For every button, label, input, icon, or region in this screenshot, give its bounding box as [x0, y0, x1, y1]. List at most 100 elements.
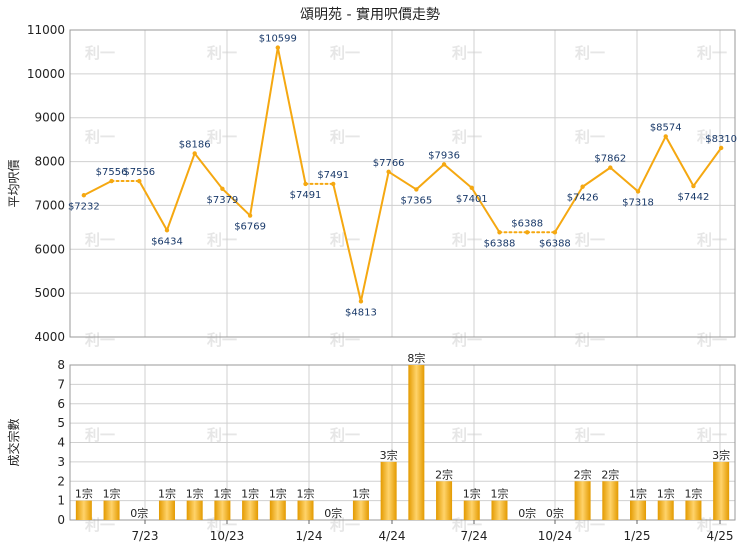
count-data-label: 0宗: [546, 506, 564, 520]
x-tick-label: 10/23: [210, 529, 245, 543]
count-bar: [408, 365, 425, 520]
price-data-label: $7426: [567, 193, 599, 204]
price-point: [691, 183, 696, 189]
watermark-text: 利一: [207, 231, 237, 249]
price-data-label: $7442: [678, 192, 710, 203]
count-data-label: 2宗: [601, 467, 619, 481]
price-data-label: $8310: [705, 134, 737, 145]
price-point: [663, 134, 668, 139]
count-bar: [602, 481, 619, 520]
count-data-label: 1宗: [490, 487, 508, 501]
price-ytick-label: 8000: [34, 155, 65, 169]
price-data-label: $7491: [317, 170, 349, 181]
price-point: [414, 187, 419, 192]
count-ytick-label: 3: [57, 455, 65, 469]
price-data-label: $7862: [594, 154, 626, 165]
price-data-label: $7491: [290, 190, 322, 201]
count-bar: [242, 500, 259, 520]
price-point: [303, 181, 308, 187]
count-data-label: 1宗: [684, 487, 702, 501]
count-bar: [75, 500, 92, 520]
price-ytick-label: 4000: [34, 330, 65, 344]
count-data-label: 1宗: [629, 487, 647, 501]
price-data-label: $6388: [511, 218, 543, 229]
price-point: [358, 299, 364, 304]
transactions-chart: 0 1 2 3 4 5 6 7 8 成交宗數 1宗 1宗 0宗 1宗 1宗 1宗 1宗 1宗 1宗 0宗 1宗 3宗 8宗 2…: [6, 351, 736, 543]
x-tick-label: 10/24: [538, 529, 573, 543]
watermark-text: 利一: [85, 128, 115, 146]
count-ytick-label: 0: [57, 513, 65, 527]
count-bar: [186, 500, 203, 520]
price-data-label: $7766: [373, 158, 405, 169]
count-ylabel: 成交宗數: [6, 418, 21, 466]
price-ylabel: 平均呎價: [7, 159, 21, 207]
price-line-segment: [221, 187, 252, 217]
watermark-text: 利一: [330, 426, 360, 444]
price-point: [164, 228, 170, 233]
price-point: [192, 151, 197, 156]
watermark-text: 利一: [697, 44, 727, 62]
count-bar: [214, 500, 231, 520]
price-point: [220, 186, 225, 192]
watermark-text: 利一: [697, 231, 727, 249]
watermark-text: 利一: [207, 44, 237, 62]
price-data-label: $7556: [96, 167, 128, 178]
watermark-text: 利一: [697, 331, 727, 349]
price-point: [635, 189, 641, 194]
count-ytick-label: 4: [57, 436, 65, 450]
price-line-segment: [553, 185, 584, 234]
price-point: [81, 193, 87, 198]
count-bar: [491, 500, 508, 520]
price-data-label: $6388: [539, 238, 571, 249]
price-data-label: $7401: [456, 194, 488, 205]
watermark-text: 利一: [575, 231, 605, 249]
price-data-label: $7556: [123, 167, 155, 178]
count-ytick-label: 2: [57, 474, 65, 488]
price-line-segment: [664, 135, 695, 188]
price-line-segment: [443, 163, 473, 189]
count-bar: [436, 481, 453, 520]
price-line-segment: [359, 170, 390, 303]
watermark-text: 利一: [330, 331, 360, 349]
price-point: [109, 178, 114, 184]
price-point: [469, 185, 474, 191]
price-point: [552, 230, 558, 235]
count-data-label: 3宗: [380, 448, 398, 462]
count-data-label: 1宗: [103, 487, 121, 501]
price-data-label: $8574: [650, 122, 682, 133]
watermark-text: 利一: [85, 331, 115, 349]
price-data-label: $7365: [400, 195, 432, 206]
watermark-text: 利一: [330, 231, 360, 249]
count-bar: [103, 500, 120, 520]
price-line-segment: [165, 152, 196, 232]
count-data-label: 8宗: [407, 351, 425, 365]
price-line-segment: [276, 46, 307, 185]
watermark-text: 利一: [85, 231, 115, 249]
price-line-segment: [249, 46, 279, 217]
price-point: [524, 230, 530, 235]
price-data-label: $8186: [179, 139, 211, 150]
count-bar: [685, 500, 702, 520]
price-data-label: $7232: [68, 201, 100, 212]
watermark-text: 利一: [452, 231, 482, 249]
price-line-segment: [581, 166, 612, 188]
price-chart: 4000 5000 6000 7000 8000 9000 10000 11000 平均呎價 $7…: [7, 23, 737, 344]
price-point: [718, 145, 724, 151]
watermark-text: 利一: [452, 331, 482, 349]
count-ytick-label: 1: [57, 494, 65, 508]
price-point: [580, 184, 585, 189]
count-data-label: 3宗: [712, 448, 730, 462]
count-bar: [463, 500, 480, 520]
price-line-segment: [193, 152, 224, 190]
count-data-label: 2宗: [435, 467, 453, 481]
price-line-segment: [332, 182, 362, 303]
price-ytick-label: 11000: [27, 23, 65, 37]
price-line-segment: [609, 166, 640, 193]
count-bar: [713, 461, 730, 520]
price-point: [386, 169, 391, 175]
count-data-label: 0宗: [518, 506, 536, 520]
price-line-segment: [692, 146, 723, 188]
